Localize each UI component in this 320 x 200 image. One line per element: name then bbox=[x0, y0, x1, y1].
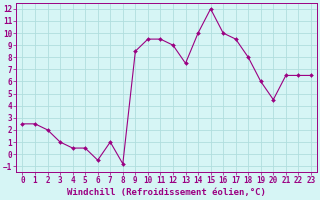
X-axis label: Windchill (Refroidissement éolien,°C): Windchill (Refroidissement éolien,°C) bbox=[67, 188, 266, 197]
